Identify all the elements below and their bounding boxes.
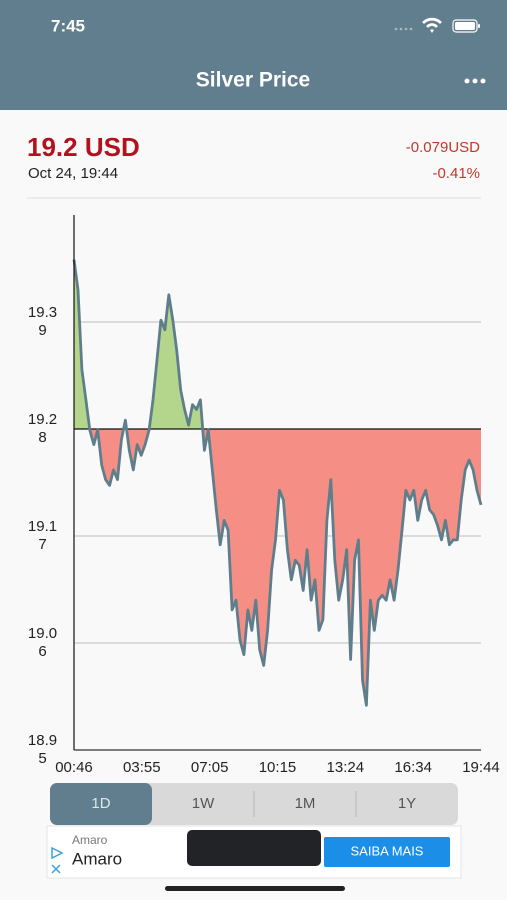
- area-above: [74, 259, 481, 429]
- x-tick-label: 19:44: [462, 759, 500, 776]
- timestamp: Oct 24, 19:44: [28, 165, 118, 182]
- tab-selected-bg: [50, 783, 152, 825]
- y-tick-label: 18.95: [27, 732, 58, 767]
- x-tick-label: 07:05: [191, 759, 229, 776]
- status-time: 7:45: [51, 16, 85, 35]
- ad-image: [187, 830, 321, 866]
- y-tick-label: 19.39: [27, 304, 58, 339]
- y-tick-label: 19.06: [27, 625, 58, 660]
- x-tick-label: 00:46: [55, 759, 93, 776]
- x-tick-label: 03:55: [123, 759, 161, 776]
- range-tab[interactable]: 1D: [91, 795, 110, 812]
- tab-group: 1D 1W 1M 1Y: [50, 783, 416, 825]
- home-indicator: [165, 886, 345, 891]
- ad-close-icon[interactable]: [51, 864, 61, 874]
- ad-choices-icon: [51, 846, 64, 860]
- ad-title: Amaro: [72, 849, 122, 868]
- x-tick-label: 10:15: [259, 759, 297, 776]
- change-percent: -0.41%: [432, 165, 480, 182]
- header-bar: [0, 0, 507, 110]
- price-line: [72, 259, 483, 707]
- ad-cta-button[interactable]: [324, 837, 450, 867]
- price: 19.2 USD: [27, 132, 140, 162]
- y-tick-label: 19.28: [27, 411, 58, 446]
- range-tab[interactable]: 1Y: [398, 795, 416, 812]
- change: -0.079USD: [406, 139, 480, 156]
- area-below: [74, 429, 481, 706]
- y-tick-label: 19.17: [27, 518, 58, 553]
- status-icons: [394, 17, 480, 33]
- ad-cta[interactable]: SAIBA MAIS: [351, 843, 424, 858]
- x-tick-label: 16:34: [394, 759, 432, 776]
- ad-advertiser: Amaro: [72, 833, 108, 847]
- x-tick-label: 13:24: [327, 759, 365, 776]
- range-tab[interactable]: 1W: [192, 795, 215, 812]
- more-button[interactable]: [464, 78, 486, 84]
- chart: 00:46 03:55 07:05 10:15 13:24 16:34 19:44: [55, 215, 500, 776]
- screen-title: Silver Price: [196, 69, 310, 92]
- range-tab[interactable]: 1M: [295, 795, 316, 812]
